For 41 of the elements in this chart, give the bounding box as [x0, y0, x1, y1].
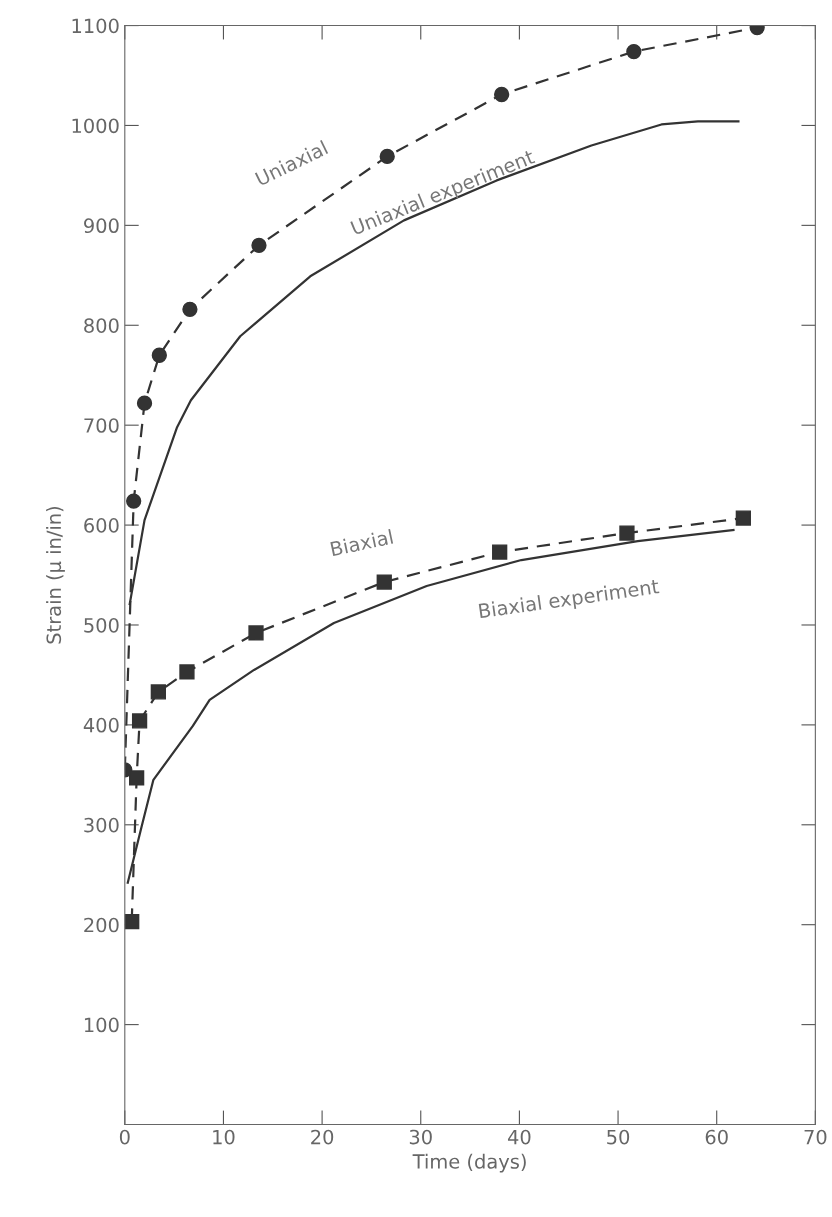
point	[494, 86, 510, 103]
y-tick-label: 500	[84, 617, 119, 633]
point	[124, 914, 140, 930]
point	[376, 574, 392, 590]
point	[735, 510, 751, 526]
point	[626, 43, 642, 60]
point	[379, 148, 395, 165]
y-tick-label: 1100	[72, 18, 119, 34]
text: Biaxial	[330, 528, 394, 557]
point	[126, 493, 142, 509]
x-tick-label: 20	[311, 1129, 334, 1145]
point	[179, 664, 195, 680]
point	[251, 237, 267, 253]
point	[248, 625, 264, 641]
y-tick-label: 200	[84, 917, 119, 933]
point	[128, 770, 145, 786]
x-tick-label: 60	[705, 1129, 728, 1145]
point	[131, 713, 148, 729]
x-axis-title: Time (days)	[412, 1153, 526, 1173]
y-tick-label: 600	[84, 518, 119, 533]
y-tick-label: 300	[84, 817, 119, 833]
x-tick-label: 30	[409, 1129, 432, 1145]
x-tick-label: 50	[607, 1129, 630, 1145]
y-tick-label: 100	[84, 1017, 119, 1033]
y-axis-title: Strain (μ in/in)	[46, 506, 65, 644]
point	[151, 347, 167, 363]
x-tick-label: 40	[507, 1129, 531, 1145]
y-tick-label: 800	[84, 318, 119, 333]
point	[136, 395, 153, 411]
point	[492, 544, 508, 560]
text: Biaxial experiment	[478, 578, 660, 623]
point	[182, 301, 198, 317]
y-tick-label: 700	[84, 418, 119, 433]
x-tick-label: 0	[119, 1129, 130, 1145]
y-tick-label: 900	[84, 218, 119, 234]
x-tick-label: 70	[804, 1129, 827, 1145]
y-tick-label: 1000	[72, 118, 119, 134]
y-tick-label: 400	[83, 717, 119, 733]
point	[619, 525, 635, 541]
point	[150, 684, 166, 700]
x-tick-label: 10	[213, 1129, 235, 1145]
